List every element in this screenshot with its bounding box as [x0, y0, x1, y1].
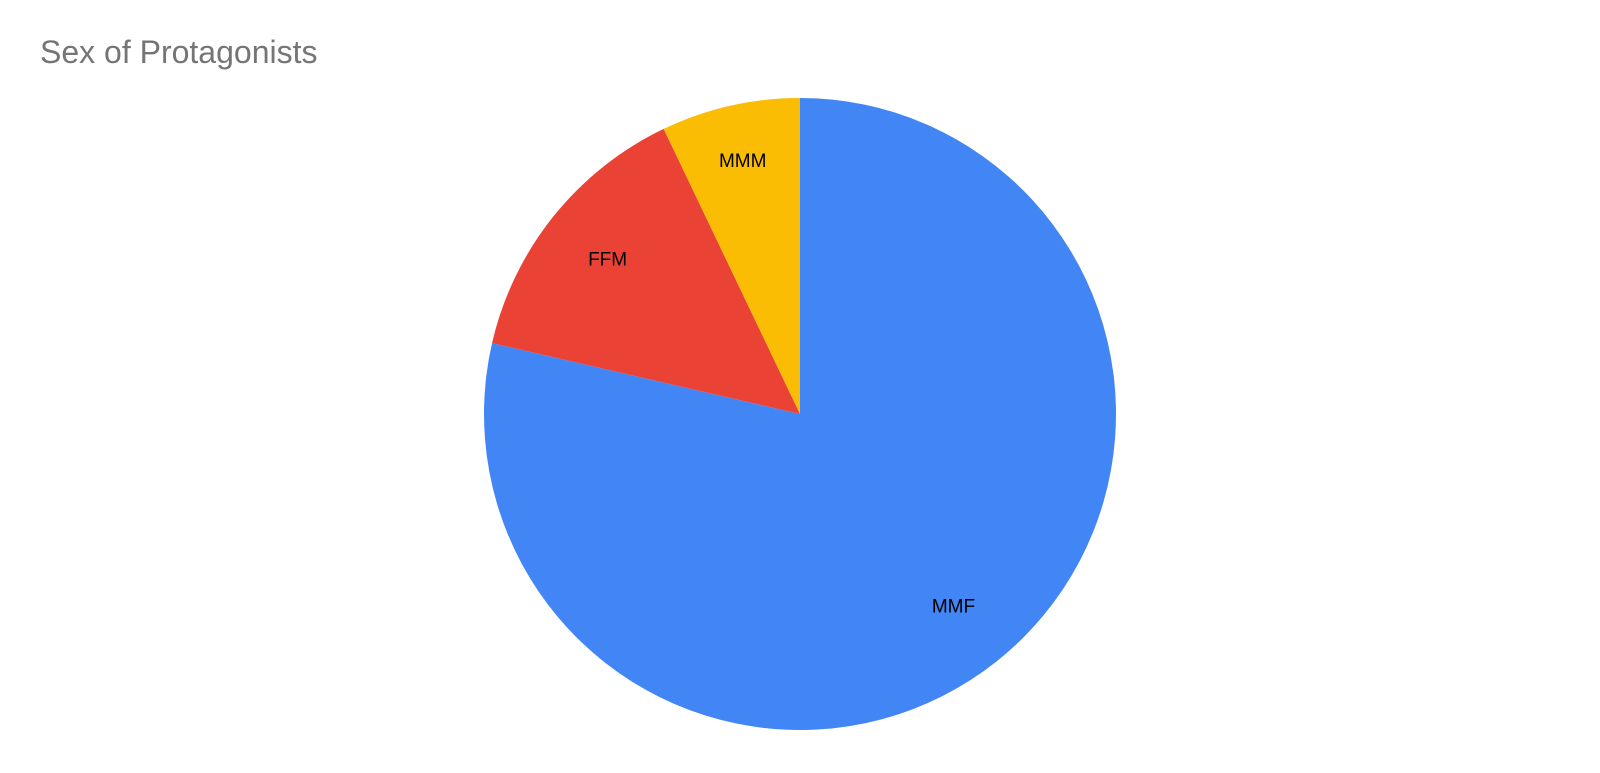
pie-slice-ffm[interactable]	[492, 128, 800, 414]
chart-title: Sex of Protagonists	[40, 34, 318, 70]
pie-slice-mmm[interactable]	[663, 98, 800, 414]
pie-slice-label-ffm: FFM	[588, 249, 627, 270]
pie-slice-label-mmm: MMM	[719, 151, 766, 172]
pie-slice-mmf[interactable]	[484, 98, 1117, 730]
pie-slice-label-mmf: MMF	[932, 596, 975, 617]
